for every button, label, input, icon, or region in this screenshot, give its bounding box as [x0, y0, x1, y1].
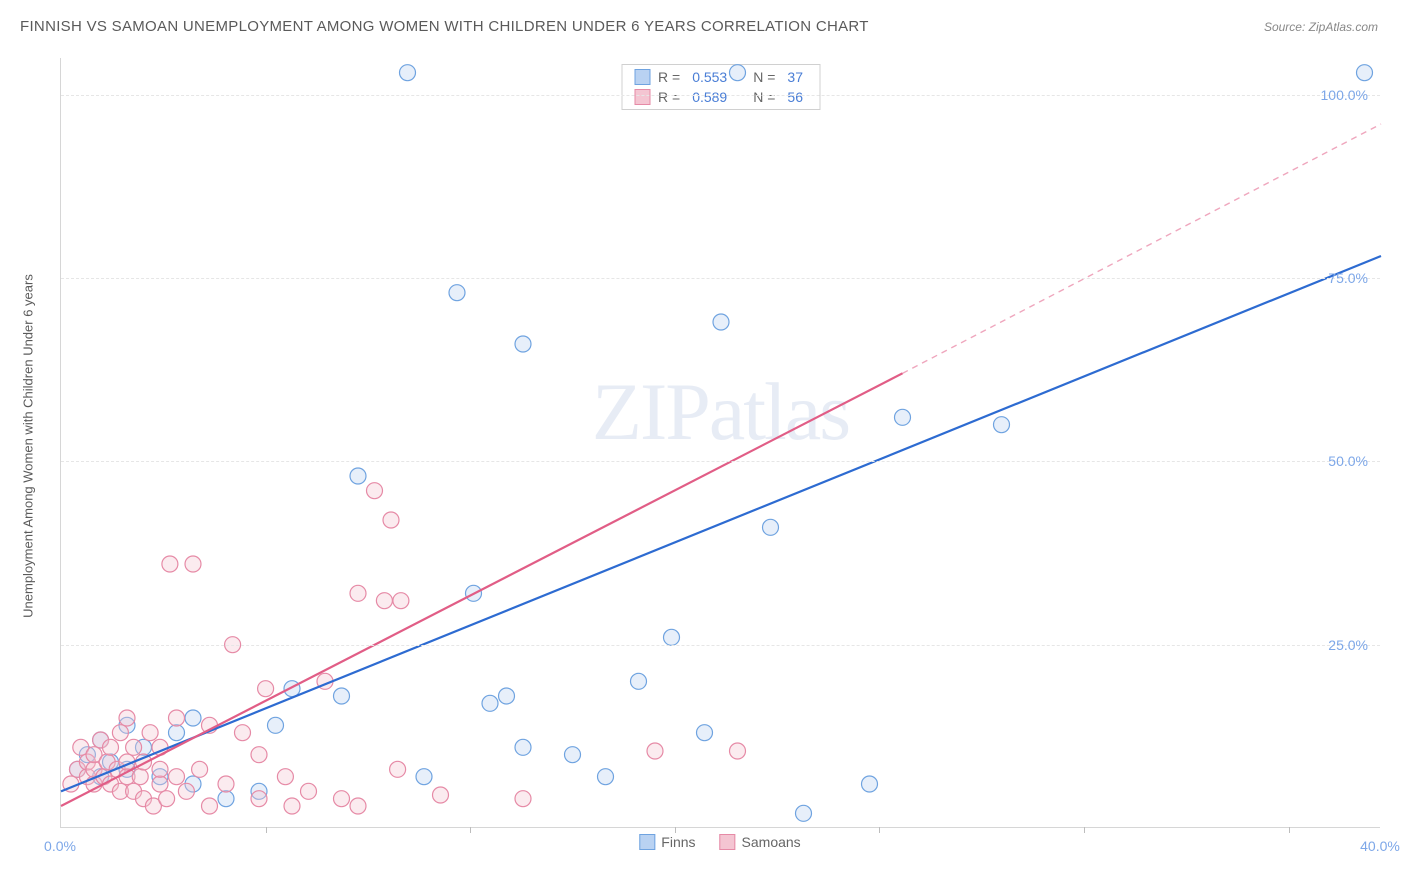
gridline: [61, 95, 1380, 96]
x-tick: [1289, 827, 1290, 833]
chart-plot-area: ZIPatlas R = 0.553 N = 37 R = 0.589 N = …: [60, 58, 1380, 828]
data-point: [142, 725, 158, 741]
x-tick: [470, 827, 471, 833]
data-point: [393, 593, 409, 609]
data-point: [159, 791, 175, 807]
legend-item-samoans: Samoans: [720, 834, 801, 850]
data-point: [277, 769, 293, 785]
data-point: [697, 725, 713, 741]
x-tick-label: 0.0%: [44, 838, 76, 854]
data-point: [103, 739, 119, 755]
data-point: [376, 593, 392, 609]
data-point: [598, 769, 614, 785]
data-point: [515, 336, 531, 352]
data-point: [169, 769, 185, 785]
data-point: [152, 776, 168, 792]
data-point: [862, 776, 878, 792]
data-point: [258, 681, 274, 697]
data-point: [268, 717, 284, 733]
x-tick: [675, 827, 676, 833]
data-point: [515, 739, 531, 755]
data-point: [202, 798, 218, 814]
regression-line: [61, 256, 1381, 791]
data-point: [631, 673, 647, 689]
y-tick-label: 75.0%: [1328, 270, 1368, 286]
data-point: [664, 629, 680, 645]
y-tick-label: 25.0%: [1328, 637, 1368, 653]
series-legend: Finns Samoans: [639, 834, 800, 850]
data-point: [126, 739, 142, 755]
data-point: [284, 798, 300, 814]
data-point: [482, 695, 498, 711]
data-point: [565, 747, 581, 763]
x-tick: [266, 827, 267, 833]
data-point: [390, 761, 406, 777]
data-point: [119, 710, 135, 726]
data-point: [162, 556, 178, 572]
data-point: [301, 783, 317, 799]
y-tick-label: 50.0%: [1328, 453, 1368, 469]
data-point: [185, 710, 201, 726]
data-point: [350, 798, 366, 814]
y-tick-label: 100.0%: [1321, 87, 1368, 103]
data-point: [796, 805, 812, 821]
swatch-finns-icon: [639, 834, 655, 850]
data-point: [169, 725, 185, 741]
y-axis-label: Unemployment Among Women with Children U…: [21, 274, 36, 618]
chart-title: FINNISH VS SAMOAN UNEMPLOYMENT AMONG WOM…: [20, 18, 869, 35]
data-point: [994, 417, 1010, 433]
gridline: [61, 461, 1380, 462]
data-point: [334, 791, 350, 807]
gridline: [61, 645, 1380, 646]
data-point: [192, 761, 208, 777]
data-point: [112, 725, 128, 741]
data-point: [218, 776, 234, 792]
swatch-samoans-icon: [720, 834, 736, 850]
legend-label-finns: Finns: [661, 834, 695, 850]
data-point: [218, 791, 234, 807]
data-point: [449, 285, 465, 301]
x-tick-label: 40.0%: [1360, 838, 1400, 854]
gridline: [61, 278, 1380, 279]
data-point: [433, 787, 449, 803]
data-point: [515, 791, 531, 807]
data-point: [152, 761, 168, 777]
data-point: [334, 688, 350, 704]
data-point: [400, 65, 416, 81]
data-point: [1357, 65, 1373, 81]
data-point: [350, 585, 366, 601]
data-point: [251, 791, 267, 807]
data-point: [763, 519, 779, 535]
data-point: [730, 65, 746, 81]
data-point: [416, 769, 432, 785]
data-point: [713, 314, 729, 330]
x-tick: [879, 827, 880, 833]
data-point: [132, 769, 148, 785]
regression-line: [61, 373, 903, 806]
data-point: [367, 483, 383, 499]
regression-line-extrapolated: [903, 124, 1382, 373]
data-point: [178, 783, 194, 799]
data-point: [383, 512, 399, 528]
data-point: [895, 409, 911, 425]
data-point: [499, 688, 515, 704]
data-point: [169, 710, 185, 726]
legend-label-samoans: Samoans: [742, 834, 801, 850]
data-point: [730, 743, 746, 759]
legend-item-finns: Finns: [639, 834, 695, 850]
source-attribution: Source: ZipAtlas.com: [1264, 20, 1378, 34]
data-point: [647, 743, 663, 759]
x-tick: [1084, 827, 1085, 833]
data-point: [235, 725, 251, 741]
scatter-svg: [61, 58, 1380, 827]
data-point: [185, 556, 201, 572]
data-point: [350, 468, 366, 484]
data-point: [251, 747, 267, 763]
